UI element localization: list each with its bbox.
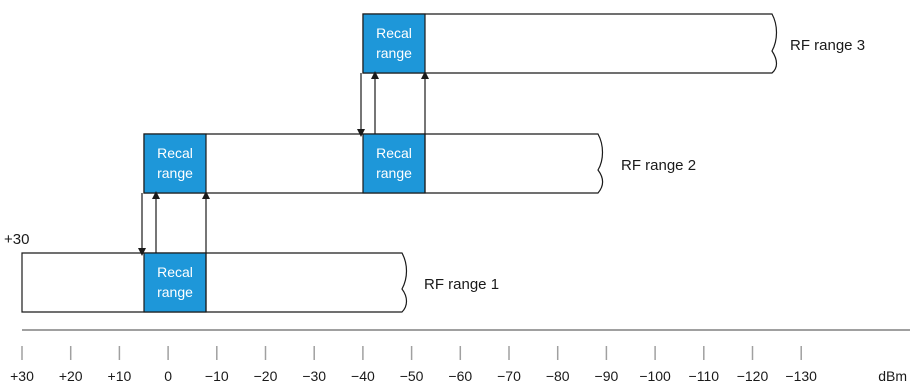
- rf-range-3-recal-line2: range: [376, 45, 412, 61]
- rf-range-3-bar: Recal range RF range 3: [362, 13, 865, 74]
- axis-tick-label: −90: [595, 368, 619, 384]
- axis-tick-label: 0: [164, 368, 172, 384]
- rf-range-2-recal-right-line1: Recal: [376, 145, 412, 161]
- rf-range-1-recal-box: [143, 252, 207, 313]
- axis-tick-label: −70: [497, 368, 521, 384]
- rf-range-1-recal-line1: Recal: [157, 264, 193, 280]
- axis-tick-label: −30: [302, 368, 326, 384]
- rf-range-2-bar: Recal range Recal range RF range 2: [143, 133, 696, 194]
- rf-range-2-recal-left-line2: range: [157, 165, 193, 181]
- rf-range-3-recal-line1: Recal: [376, 25, 412, 41]
- axis-tick-label: +10: [108, 368, 132, 384]
- axis-tick-label: −130: [785, 368, 817, 384]
- axis-tick-label: +20: [59, 368, 83, 384]
- rf-range-2-recal-left-line1: Recal: [157, 145, 193, 161]
- rf-range-2-recal-right-line2: range: [376, 165, 412, 181]
- axis-ticks: +30 +20 +10 0 −10 −20 −30 −40 −50 −60 −70 −80 −90 −10…: [10, 346, 817, 384]
- axis-tick-label: −10: [205, 368, 229, 384]
- axis-tick-label: −50: [400, 368, 424, 384]
- rf-range-3-label: RF range 3: [790, 37, 865, 54]
- rf-range-1-label: RF range 1: [424, 276, 499, 293]
- rf-range-2-label: RF range 2: [621, 157, 696, 174]
- axis-tick-label: −120: [737, 368, 769, 384]
- axis-tick-label: −110: [689, 368, 720, 384]
- top-level-label: +30: [4, 231, 29, 248]
- rf-range-2-recal-box-left: [143, 133, 207, 194]
- axis-tick-label: −100: [639, 368, 671, 384]
- axis-tick-label: −40: [351, 368, 375, 384]
- axis-tick-label: −20: [254, 368, 278, 384]
- axis-tick-label: −60: [448, 368, 472, 384]
- rf-range-1-bar: Recal range RF range 1: [21, 252, 499, 313]
- axis-tick-label: −80: [546, 368, 570, 384]
- rf-range-3-recal-box: [362, 13, 426, 74]
- rf-range-2-recal-box-right: [362, 133, 426, 194]
- axis-unit: dBm: [878, 368, 907, 384]
- axis-tick-label: +30: [10, 368, 34, 384]
- dbm-axis: +30 +20 +10 0 −10 −20 −30 −40 −50 −60 −70 −80 −90 −10…: [10, 329, 910, 384]
- rf-range-1-recal-line2: range: [157, 284, 193, 300]
